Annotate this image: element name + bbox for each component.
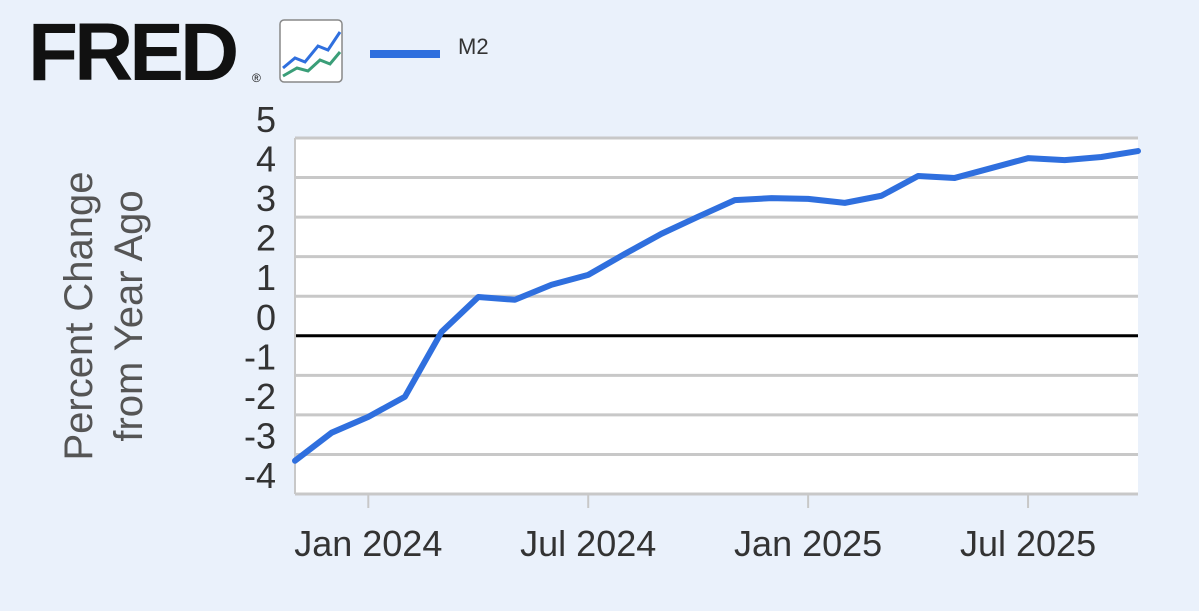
y-tick-label: -4 bbox=[244, 455, 276, 496]
y-tick-label: 2 bbox=[256, 218, 276, 259]
logo-mark: ® bbox=[252, 71, 261, 85]
y-tick-label: 1 bbox=[256, 257, 276, 298]
y-tick-label: 0 bbox=[256, 297, 276, 338]
y-tick-label: -2 bbox=[244, 376, 276, 417]
x-tick-label: Jan 2025 bbox=[734, 523, 882, 564]
x-tick-label: Jul 2025 bbox=[960, 523, 1096, 564]
y-tick-label: -3 bbox=[244, 415, 276, 456]
x-tick-label: Jul 2024 bbox=[520, 523, 656, 564]
series-line bbox=[292, 148, 1141, 464]
x-tick-label: Jan 2024 bbox=[294, 523, 442, 564]
legend-label: M2 bbox=[458, 34, 489, 59]
y-tick-label: 4 bbox=[256, 139, 276, 180]
logo-icon bbox=[279, 19, 343, 83]
y-axis-label: from Year Ago bbox=[107, 190, 151, 441]
plot-area bbox=[295, 138, 1138, 494]
y-tick-label: 3 bbox=[256, 178, 276, 219]
y-axis-label: Percent Change bbox=[57, 171, 101, 460]
y-tick-label: -1 bbox=[244, 336, 276, 377]
y-tick-label: 5 bbox=[256, 99, 276, 140]
logo: FRED bbox=[28, 7, 236, 98]
